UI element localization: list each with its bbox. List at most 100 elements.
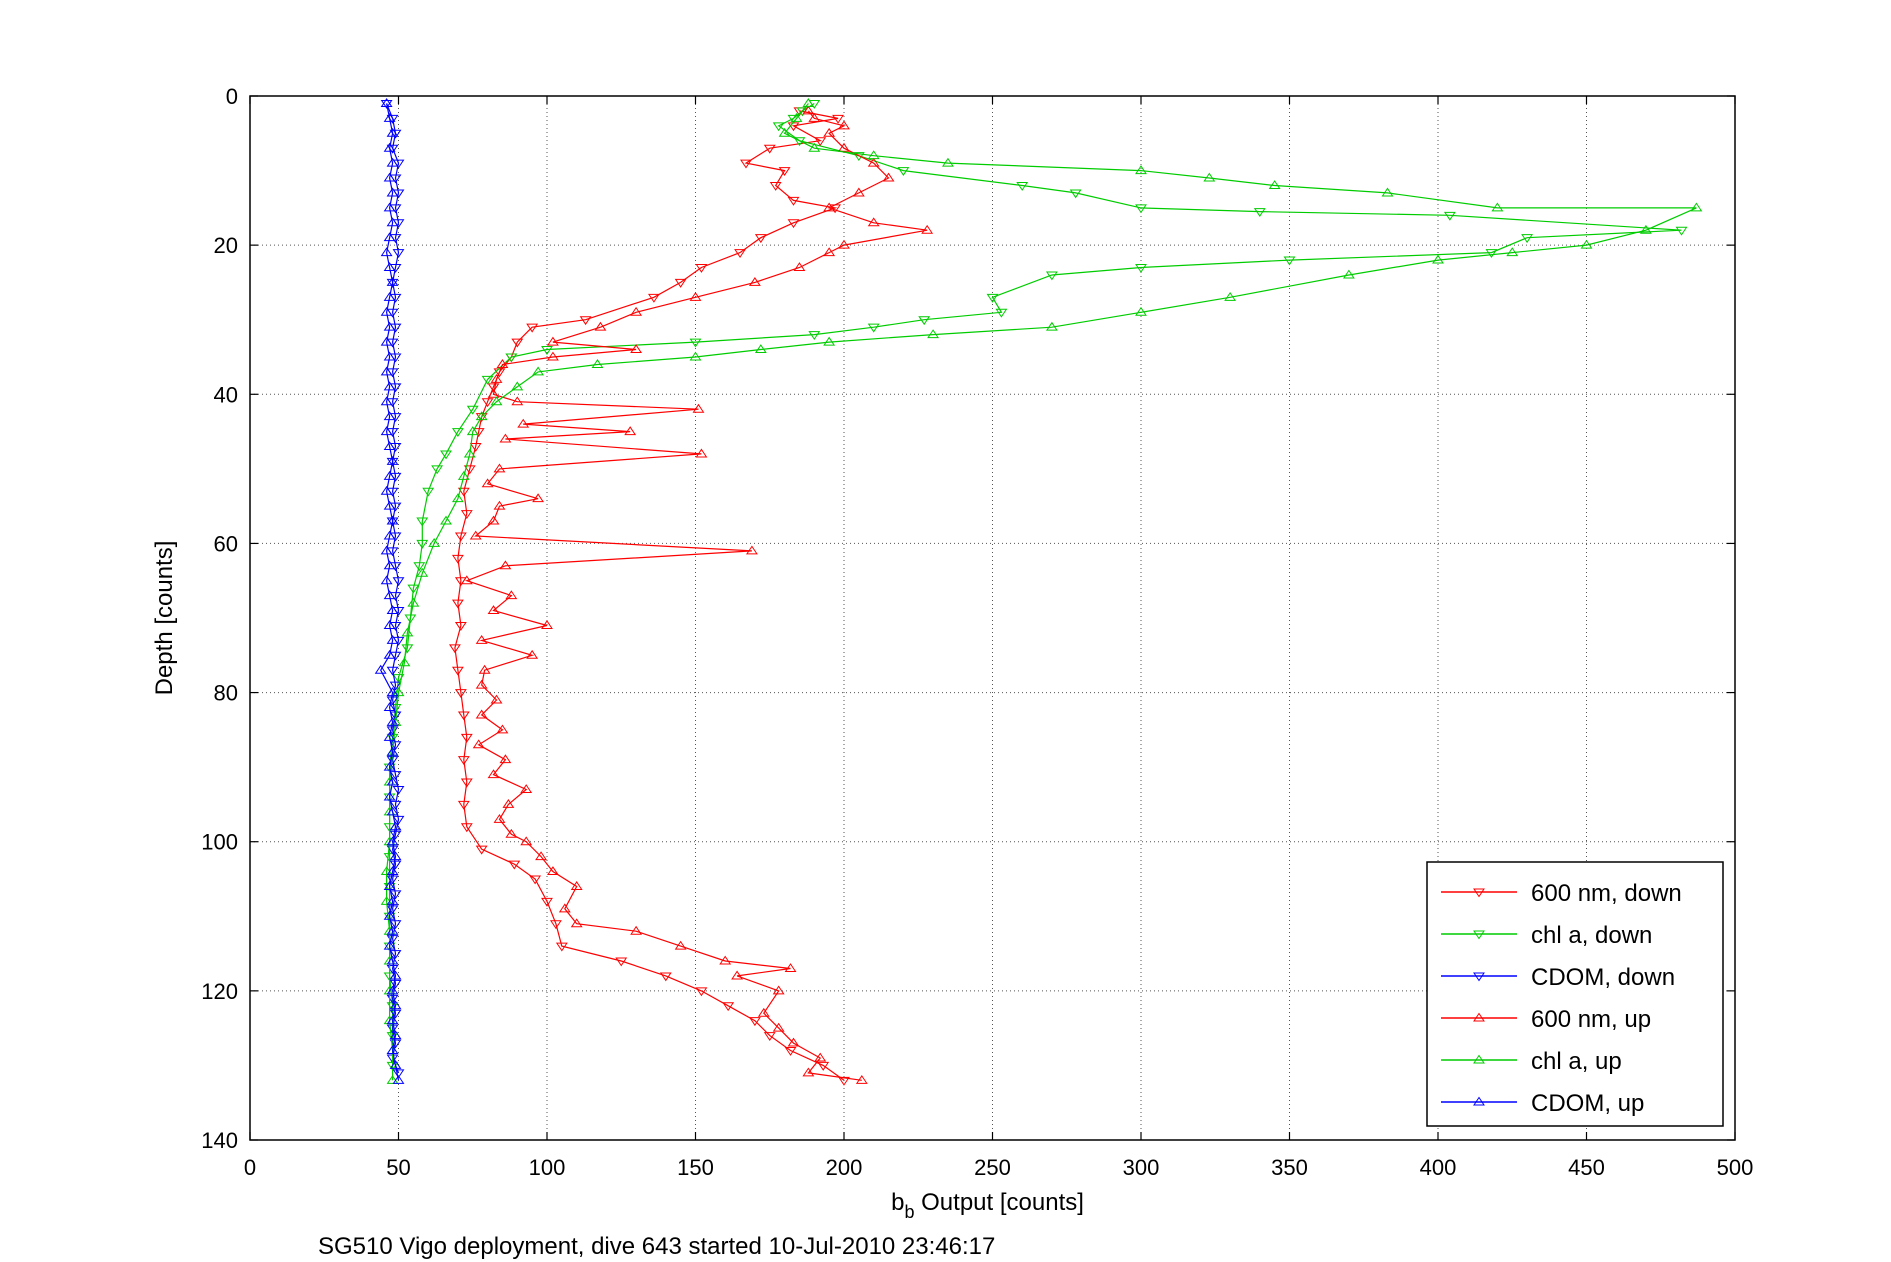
data-point (383, 912, 396, 922)
data-point (460, 510, 473, 520)
data-point (787, 219, 800, 229)
y-axis-label: Depth [counts] (151, 541, 178, 696)
data-point (1253, 208, 1266, 217)
data-point (472, 739, 485, 749)
data-point (380, 306, 393, 316)
data-point (416, 539, 429, 549)
data-point (1283, 256, 1296, 266)
x-tick-label: 250 (974, 1155, 1011, 1180)
data-point (541, 346, 553, 355)
data-point (487, 388, 500, 398)
data-point (383, 172, 396, 182)
data-point (389, 1009, 402, 1019)
legend-entry: CDOM, down (1441, 964, 1675, 991)
data-point (383, 112, 396, 122)
data-point (647, 293, 660, 303)
data-point (787, 1037, 800, 1047)
data-point (386, 955, 399, 965)
data-point (454, 532, 467, 542)
y-tick-label: 20 (214, 233, 238, 258)
data-point (380, 247, 393, 257)
data-point (407, 584, 420, 594)
data-point (594, 321, 607, 331)
data-point (769, 181, 782, 191)
data-point (763, 144, 776, 154)
data-point (867, 323, 880, 333)
data-point (380, 895, 393, 905)
data-point (615, 957, 628, 967)
data-point (392, 815, 405, 825)
data-point (1506, 247, 1519, 257)
data-point (386, 925, 399, 935)
data-point (383, 940, 396, 950)
data-point (772, 122, 785, 132)
data-point (380, 396, 393, 406)
data-point (784, 1047, 797, 1056)
data-point (481, 478, 494, 488)
data-point (591, 359, 604, 368)
data-point (383, 881, 396, 890)
data-point (1135, 204, 1147, 214)
data-point (386, 845, 399, 855)
data-point (475, 634, 488, 644)
legend-label: chl a, up (1531, 1048, 1622, 1075)
data-point (451, 554, 464, 564)
data-point (386, 806, 399, 816)
axis-ticks: 0 50 100 150 200 250 300 350 400 450 500 0 20 40 60 80 1… (201, 84, 1753, 1180)
data-point (401, 644, 414, 654)
data-point (508, 860, 521, 870)
data-point (734, 249, 746, 259)
x-tick-label: 100 (529, 1155, 566, 1180)
data-point (838, 142, 850, 152)
data-point (383, 381, 396, 391)
data-point (386, 666, 399, 676)
data-point (386, 515, 399, 525)
data-point (1045, 271, 1058, 281)
x-tick-label: 300 (1123, 1155, 1160, 1180)
data-point (1690, 202, 1703, 212)
series-3 (460, 105, 934, 1084)
legend-box (1426, 861, 1724, 1127)
data-point (469, 442, 482, 452)
data-point (787, 196, 800, 206)
y-tick-label: 0 (226, 84, 238, 109)
data-point (748, 1017, 761, 1027)
data-point (457, 470, 470, 480)
data-point (463, 448, 476, 458)
data-point (823, 127, 836, 137)
data-point (541, 897, 553, 907)
data-point (386, 905, 399, 915)
data-point (481, 398, 494, 408)
data-point (520, 784, 533, 794)
data-point (995, 308, 1008, 318)
data-point (493, 463, 506, 473)
data-point (490, 694, 503, 704)
data-point (386, 1015, 399, 1025)
data-point (457, 711, 470, 721)
data-point (448, 644, 461, 654)
data-point (772, 1022, 785, 1032)
data-point (487, 769, 500, 779)
data-point (389, 771, 402, 781)
x-axis-label-main: b (891, 1189, 904, 1216)
data-point (802, 105, 815, 115)
data-point (505, 590, 518, 600)
data-point (778, 167, 791, 176)
data-point (460, 575, 473, 585)
data-point (814, 137, 827, 147)
series-line (386, 103, 1697, 1081)
legend-entry: 600 nm, up (1441, 1006, 1651, 1033)
data-point (380, 99, 393, 109)
data-point (386, 687, 399, 697)
y-tick-label: 140 (201, 1128, 238, 1153)
data-point (383, 620, 396, 629)
data-point (855, 1074, 868, 1084)
data-point (383, 202, 396, 212)
data-point (422, 487, 435, 497)
data-point (882, 172, 895, 182)
data-point (386, 1045, 399, 1055)
data-point (386, 866, 399, 876)
x-tick-label: 200 (826, 1155, 863, 1180)
data-point (383, 590, 396, 600)
data-point (1432, 254, 1444, 264)
